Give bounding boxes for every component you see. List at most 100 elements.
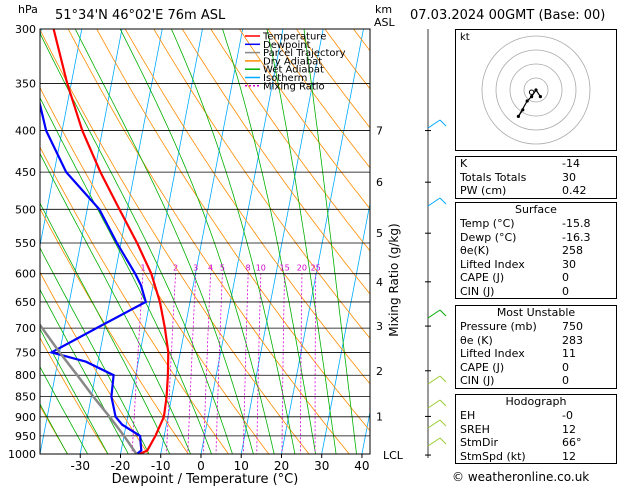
x-tick-label: -30 bbox=[70, 459, 90, 473]
hodograph-title: Hodograph bbox=[505, 395, 567, 408]
pressure-tick-label: 550 bbox=[15, 237, 36, 250]
wet-adiabat-line bbox=[40, 366, 89, 454]
hodo-label: EH bbox=[460, 409, 476, 422]
stat-value: 0.42 bbox=[562, 184, 587, 197]
wind-barb-flag bbox=[439, 309, 447, 317]
wind-barb bbox=[427, 375, 441, 385]
pressure-tick-label: 800 bbox=[15, 369, 36, 382]
wind-barb bbox=[427, 197, 441, 207]
km-tick-label: 2 bbox=[376, 365, 383, 378]
mixing-ratio-line bbox=[281, 273, 285, 454]
hodo-label: SREH bbox=[460, 422, 490, 436]
km-tick-label: 3 bbox=[376, 320, 383, 333]
dry-adiabat-line bbox=[267, 29, 370, 169]
mixing-ratio-line bbox=[131, 273, 144, 454]
mu-value: 0 bbox=[562, 374, 569, 387]
hodo-value: 66° bbox=[562, 436, 582, 449]
isotherm-line bbox=[240, 29, 324, 454]
wind-barb-flag bbox=[439, 419, 447, 427]
surface-title: Surface bbox=[515, 203, 557, 216]
stat-row-totals: Totals Totals 30 bbox=[456, 171, 616, 185]
isotherm-line bbox=[321, 201, 370, 454]
pressure-tick-label: 950 bbox=[15, 430, 36, 443]
mixing-ratio-line bbox=[202, 273, 211, 454]
wet-adiabat-line bbox=[40, 403, 68, 454]
mixing-ratio-line bbox=[256, 273, 262, 454]
km-tick-label: 1 bbox=[376, 410, 383, 423]
temperature-series-line bbox=[52, 29, 170, 454]
dry-adiabat-line bbox=[295, 29, 370, 129]
mixing-ratio-label: 8 bbox=[246, 264, 251, 273]
mu-label: Lifted Index bbox=[460, 347, 525, 360]
stat-label: Totals Totals bbox=[460, 170, 527, 184]
dry-adiabat-line bbox=[40, 405, 69, 454]
x-tick-label: -20 bbox=[111, 459, 131, 473]
hpa-label: hPa bbox=[18, 3, 38, 16]
surface-label: CIN (J) bbox=[460, 284, 495, 298]
parcel-trajectory-series-line bbox=[40, 322, 138, 454]
mu-value: 750 bbox=[562, 320, 583, 333]
storm-motion-marker bbox=[528, 89, 535, 95]
stat-value: 30 bbox=[562, 170, 576, 184]
hodo-label: StmSpd (kt) bbox=[460, 449, 526, 463]
surface-value: 0 bbox=[562, 284, 569, 298]
x-tick-label: 30 bbox=[314, 459, 329, 473]
x-tick-label: 40 bbox=[354, 459, 369, 473]
copyright-label[interactable]: © weatheronline.co.uk bbox=[452, 470, 590, 484]
isotherm-line bbox=[0, 0, 14, 471]
stat-row-pw: PW (cm) 0.42 bbox=[456, 184, 616, 198]
isotherm-line bbox=[160, 29, 244, 454]
most-unstable-title: Most Unstable bbox=[496, 306, 576, 319]
location-label: 51°34'N 46°02'E 76m ASL bbox=[55, 8, 226, 23]
mixing-ratio-axis-label: Mixing Ratio (g/kg) bbox=[387, 223, 401, 336]
surface-label: CAPE (J) bbox=[460, 271, 505, 284]
legend-label: Temperature bbox=[262, 32, 326, 43]
hodograph-ring bbox=[523, 77, 549, 103]
x-tick-label: 10 bbox=[234, 459, 249, 473]
pressure-tick-label: 500 bbox=[15, 203, 36, 216]
dry-adiabat-line bbox=[210, 29, 370, 252]
isotherm-line bbox=[200, 29, 284, 454]
asl-label: ASL bbox=[374, 16, 395, 29]
dry-adiabat-line bbox=[238, 29, 370, 210]
isotherm-line bbox=[361, 410, 370, 454]
mixing-ratio-label: 2 bbox=[173, 264, 178, 273]
hodograph-table: Hodograph EH -0 SREH 12 StmDir 66° StmSpd (… bbox=[455, 394, 617, 464]
pressure-tick-label: 350 bbox=[15, 77, 36, 90]
hodograph-ring bbox=[481, 35, 591, 145]
mixing-ratio-label: 20 bbox=[297, 264, 307, 273]
pressure-tick-label: 900 bbox=[15, 411, 36, 424]
dry-adiabat-line bbox=[40, 336, 109, 454]
km-tick-label: 4 bbox=[376, 276, 383, 289]
hodo-value: 12 bbox=[562, 422, 576, 436]
hodograph-point bbox=[534, 88, 538, 92]
wind-barb-flag bbox=[439, 399, 447, 407]
hodograph-point bbox=[538, 95, 542, 99]
isotherm-line bbox=[120, 29, 203, 454]
most-unstable-table: Most Unstable Pressure (mb) 750 θe (K) 283… bbox=[455, 305, 617, 389]
pressure-tick-label: 850 bbox=[15, 391, 36, 404]
legend-label: Isotherm bbox=[263, 73, 307, 84]
hodograph-ring bbox=[495, 49, 577, 131]
mixing-ratio-line bbox=[187, 273, 197, 454]
isotherm-line bbox=[40, 29, 123, 454]
surface-table: Surface Temp (°C) -15.8 Dewp (°C) -16.3 θe… bbox=[455, 202, 617, 299]
wind-barb-flag bbox=[439, 197, 447, 205]
legend-label: Dewpoint bbox=[263, 40, 311, 51]
hodo-label: StmDir bbox=[460, 436, 499, 449]
mixing-ratio-label: 5 bbox=[220, 264, 225, 273]
legend-label: Parcel Trajectory bbox=[263, 48, 346, 59]
pressure-tick-label: 1000 bbox=[8, 448, 36, 461]
mixing-ratio-line bbox=[300, 273, 303, 454]
wet-adiabat-line bbox=[119, 29, 275, 454]
stat-label: PW (cm) bbox=[460, 184, 507, 197]
pressure-tick-label: 750 bbox=[15, 346, 36, 359]
km-tick-label: 7 bbox=[376, 125, 383, 138]
dewpoint-series-line bbox=[40, 99, 148, 454]
dry-adiabat-line bbox=[40, 146, 229, 454]
stat-value: -14 bbox=[562, 157, 580, 170]
surface-value: 258 bbox=[562, 244, 583, 257]
mixing-ratio-line bbox=[215, 273, 223, 454]
